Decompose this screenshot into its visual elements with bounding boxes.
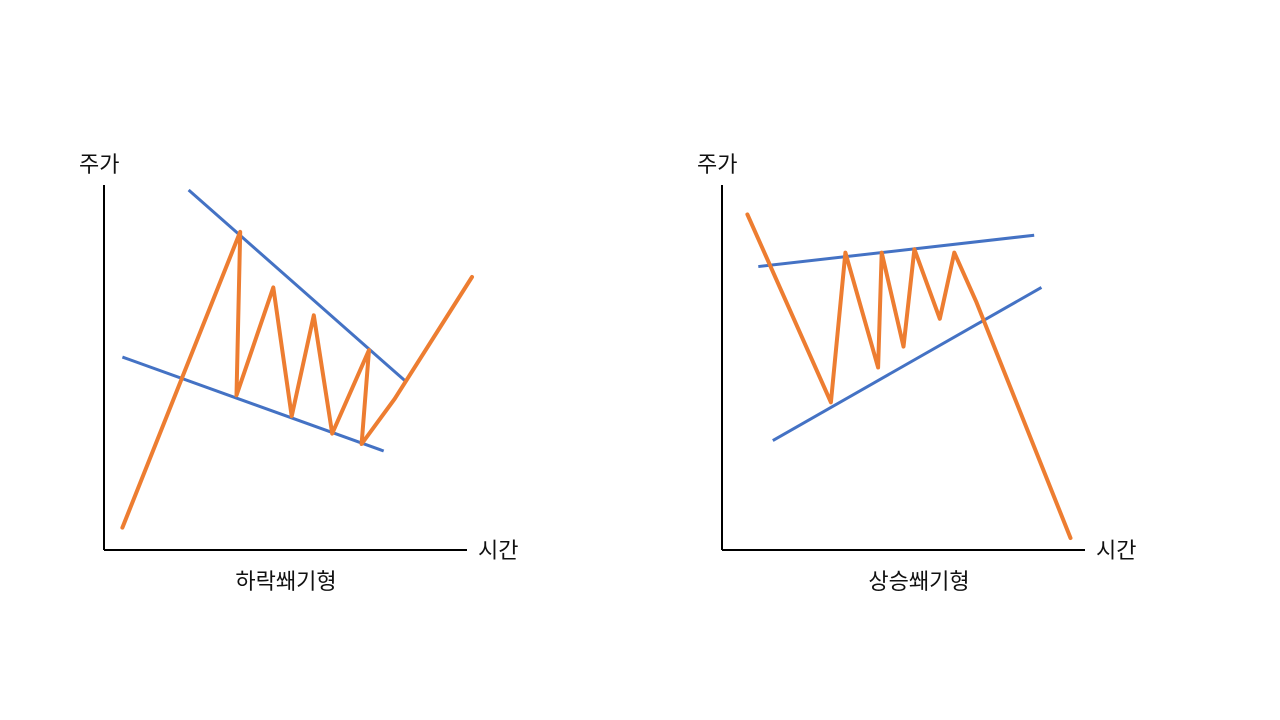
- right-price-line: [745, 212, 1073, 540]
- left-x-axis-label: 시간: [478, 539, 518, 564]
- right-lower-trendline: [772, 286, 1043, 442]
- right-y-axis-label: 주가: [697, 153, 737, 178]
- left-upper-trendline: [187, 188, 407, 383]
- left-diagram: 주가 시간 하락쐐기형: [79, 153, 518, 595]
- right-caption: 상승쐐기형: [868, 570, 969, 595]
- right-diagram: 주가 시간 상승쐐기형: [697, 153, 1136, 595]
- left-lower-trendline: [121, 355, 385, 453]
- left-price-line: [120, 229, 474, 530]
- left-y-axis-label: 주가: [79, 153, 119, 178]
- left-caption: 하락쐐기형: [235, 570, 336, 595]
- right-upper-trendline: [758, 233, 1035, 269]
- right-x-axis-label: 시간: [1096, 539, 1136, 564]
